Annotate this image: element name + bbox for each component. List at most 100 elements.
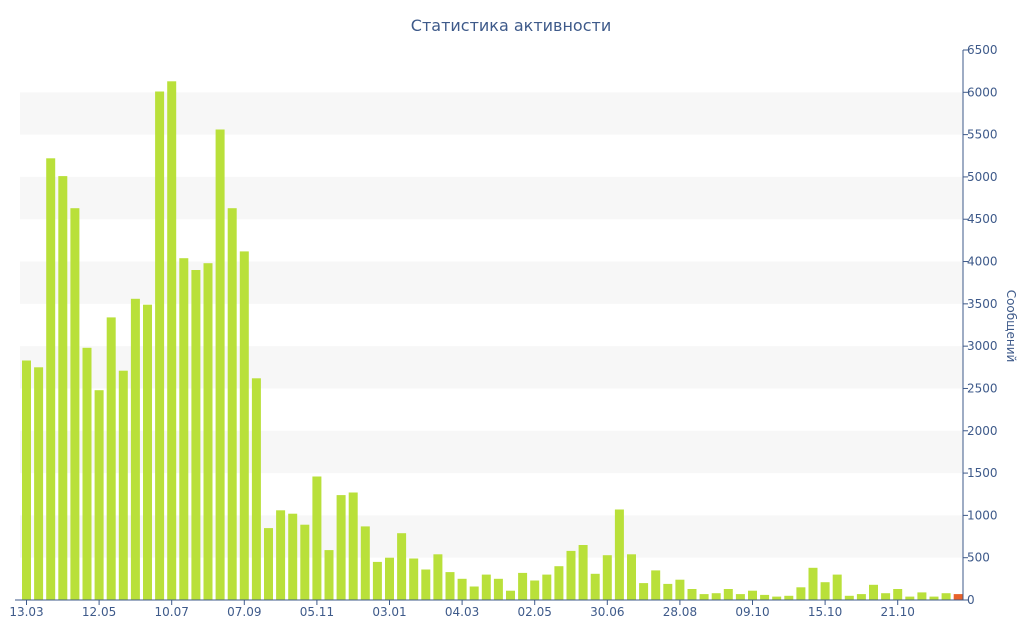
bars	[22, 81, 963, 601]
bar	[844, 595, 854, 600]
bar	[227, 208, 237, 600]
bar	[663, 583, 673, 600]
bar	[735, 594, 745, 600]
bar	[203, 263, 213, 600]
bar	[336, 495, 346, 600]
y-tick-label: 2500	[967, 381, 998, 395]
bar	[554, 566, 564, 600]
bar	[481, 574, 491, 600]
bar-current	[953, 594, 963, 600]
y-tick-label: 4500	[967, 212, 998, 226]
bar	[264, 528, 273, 600]
bar	[602, 555, 612, 600]
y-tick-label: 6500	[967, 43, 998, 57]
bar	[276, 510, 286, 600]
bar	[614, 509, 624, 600]
bar	[433, 554, 443, 600]
grid-band	[20, 430, 963, 474]
bar	[687, 589, 697, 600]
bar	[58, 176, 68, 600]
bar	[723, 589, 733, 600]
bar	[917, 592, 927, 600]
bar	[784, 595, 794, 600]
bar	[699, 594, 709, 600]
y-tick-label: 5500	[967, 128, 998, 142]
grid-bands	[20, 92, 963, 558]
bar	[312, 476, 322, 600]
bar	[457, 578, 467, 600]
bar	[288, 513, 298, 600]
bar	[348, 492, 358, 600]
grid-band	[20, 176, 963, 220]
y-tick-label: 5000	[967, 170, 998, 184]
bar	[239, 251, 249, 600]
bar	[929, 596, 939, 600]
bar	[796, 587, 806, 600]
y-tick-label: 500	[967, 551, 990, 565]
bar	[590, 573, 600, 600]
x-tick-label: 21.10	[881, 605, 915, 619]
x-tick-label: 07.09	[227, 605, 261, 619]
bar	[808, 567, 818, 600]
bar	[397, 533, 407, 600]
bar	[360, 526, 370, 600]
bar	[372, 561, 382, 600]
bar	[22, 360, 31, 600]
bar	[493, 578, 503, 600]
bar	[506, 590, 515, 600]
grid-band	[20, 92, 963, 135]
bar	[34, 367, 44, 600]
bar	[324, 550, 334, 600]
x-tick-label: 30.06	[590, 605, 624, 619]
x-tick-label: 09.10	[735, 605, 769, 619]
bar	[578, 545, 588, 600]
grid-band	[20, 261, 963, 304]
x-tick-label: 03.01	[372, 605, 406, 619]
x-tick-label: 15.10	[808, 605, 842, 619]
y-tick-label: 1500	[967, 466, 998, 480]
bar	[941, 593, 951, 600]
bar	[748, 590, 757, 600]
bar	[143, 304, 152, 600]
bar	[179, 258, 189, 600]
bar	[385, 557, 394, 600]
bar	[46, 158, 56, 601]
bar	[518, 572, 528, 600]
y-tick-label: 3000	[967, 339, 998, 353]
bar	[191, 270, 201, 600]
bar	[409, 558, 419, 600]
bar	[566, 550, 576, 600]
bar	[760, 594, 770, 600]
bar	[82, 347, 92, 600]
y-axis-title: Сообщений	[1004, 290, 1018, 363]
x-tick-label: 10.07	[155, 605, 189, 619]
x-tick-label: 12.05	[82, 605, 116, 619]
grid-band	[20, 515, 963, 558]
grid-band	[20, 346, 963, 389]
y-tick-label: 3500	[967, 297, 998, 311]
y-tick-label: 6000	[967, 85, 998, 99]
bar	[820, 582, 830, 600]
bar	[639, 583, 649, 600]
bar	[856, 594, 866, 600]
x-tick-label: 28.08	[663, 605, 697, 619]
bar	[893, 589, 903, 600]
bar	[772, 596, 782, 600]
y-tick-label: 1000	[967, 508, 998, 522]
bar	[94, 390, 104, 600]
axes: 0 500 1000 1500 2000 2500 3000 3500 4000 4500 5000…	[9, 43, 997, 619]
bar	[651, 570, 661, 600]
y-tick-label: 2000	[967, 424, 998, 438]
bar	[251, 378, 261, 600]
bar	[106, 317, 116, 600]
bar	[711, 593, 721, 600]
bar	[445, 572, 455, 600]
bar	[832, 574, 842, 600]
bar	[70, 208, 80, 600]
x-tick-label: 04.03	[445, 605, 479, 619]
bar	[215, 129, 225, 600]
bar	[869, 584, 878, 600]
bar	[421, 569, 431, 600]
